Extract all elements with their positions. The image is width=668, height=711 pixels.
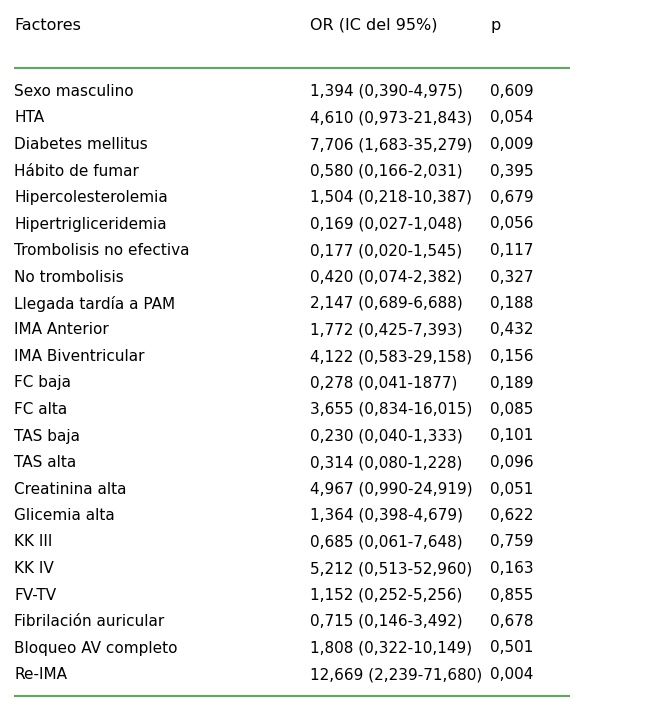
Text: 0,177 (0,020-1,545): 0,177 (0,020-1,545) <box>310 243 462 258</box>
Text: 0,056: 0,056 <box>490 217 534 232</box>
Text: Glicemia alta: Glicemia alta <box>14 508 115 523</box>
Text: 0,004: 0,004 <box>490 667 533 682</box>
Text: 4,122 (0,583-29,158): 4,122 (0,583-29,158) <box>310 349 472 364</box>
Text: 0,189: 0,189 <box>490 375 534 390</box>
Text: 0,051: 0,051 <box>490 481 533 496</box>
Text: p: p <box>490 18 500 33</box>
Text: 0,432: 0,432 <box>490 323 534 338</box>
Text: Re-IMA: Re-IMA <box>14 667 67 682</box>
Text: Factores: Factores <box>14 18 81 33</box>
Text: 0,230 (0,040-1,333): 0,230 (0,040-1,333) <box>310 429 463 444</box>
Text: 0,685 (0,061-7,648): 0,685 (0,061-7,648) <box>310 535 463 550</box>
Text: 1,504 (0,218-10,387): 1,504 (0,218-10,387) <box>310 190 472 205</box>
Text: 1,394 (0,390-4,975): 1,394 (0,390-4,975) <box>310 84 463 99</box>
Text: FC alta: FC alta <box>14 402 67 417</box>
Text: 0,420 (0,074-2,382): 0,420 (0,074-2,382) <box>310 269 462 284</box>
Text: 0,163: 0,163 <box>490 561 534 576</box>
Text: TAS alta: TAS alta <box>14 455 76 470</box>
Text: 1,772 (0,425-7,393): 1,772 (0,425-7,393) <box>310 323 463 338</box>
Text: Llegada tardía a PAM: Llegada tardía a PAM <box>14 296 175 312</box>
Text: 0,054: 0,054 <box>490 110 533 126</box>
Text: Creatinina alta: Creatinina alta <box>14 481 126 496</box>
Text: IMA Biventricular: IMA Biventricular <box>14 349 144 364</box>
Text: 0,156: 0,156 <box>490 349 534 364</box>
Text: Diabetes mellitus: Diabetes mellitus <box>14 137 148 152</box>
Text: 7,706 (1,683-35,279): 7,706 (1,683-35,279) <box>310 137 472 152</box>
Text: IMA Anterior: IMA Anterior <box>14 323 109 338</box>
Text: Sexo masculino: Sexo masculino <box>14 84 134 99</box>
Text: 0,117: 0,117 <box>490 243 533 258</box>
Text: 0,096: 0,096 <box>490 455 534 470</box>
Text: 5,212 (0,513-52,960): 5,212 (0,513-52,960) <box>310 561 472 576</box>
Text: TAS baja: TAS baja <box>14 429 80 444</box>
Text: 3,655 (0,834-16,015): 3,655 (0,834-16,015) <box>310 402 472 417</box>
Text: 0,101: 0,101 <box>490 429 533 444</box>
Text: FV-TV: FV-TV <box>14 587 56 602</box>
Text: Hábito de fumar: Hábito de fumar <box>14 164 139 178</box>
Text: No trombolisis: No trombolisis <box>14 269 124 284</box>
Text: 1,808 (0,322-10,149): 1,808 (0,322-10,149) <box>310 641 472 656</box>
Text: 0,395: 0,395 <box>490 164 534 178</box>
Text: Fibrilación auricular: Fibrilación auricular <box>14 614 164 629</box>
Text: 0,609: 0,609 <box>490 84 534 99</box>
Text: 2,147 (0,689-6,688): 2,147 (0,689-6,688) <box>310 296 463 311</box>
Text: Hipertrigliceridemia: Hipertrigliceridemia <box>14 217 166 232</box>
Text: 0,169 (0,027-1,048): 0,169 (0,027-1,048) <box>310 217 462 232</box>
Text: 1,152 (0,252-5,256): 1,152 (0,252-5,256) <box>310 587 462 602</box>
Text: 0,188: 0,188 <box>490 296 533 311</box>
Text: 0,855: 0,855 <box>490 587 533 602</box>
Text: KK III: KK III <box>14 535 52 550</box>
Text: 4,967 (0,990-24,919): 4,967 (0,990-24,919) <box>310 481 473 496</box>
Text: 0,622: 0,622 <box>490 508 534 523</box>
Text: 0,501: 0,501 <box>490 641 533 656</box>
Text: 0,759: 0,759 <box>490 535 534 550</box>
Text: Hipercolesterolemia: Hipercolesterolemia <box>14 190 168 205</box>
Text: FC baja: FC baja <box>14 375 71 390</box>
Text: HTA: HTA <box>14 110 44 126</box>
Text: Bloqueo AV completo: Bloqueo AV completo <box>14 641 178 656</box>
Text: 0,715 (0,146-3,492): 0,715 (0,146-3,492) <box>310 614 463 629</box>
Text: 1,364 (0,398-4,679): 1,364 (0,398-4,679) <box>310 508 463 523</box>
Text: 0,085: 0,085 <box>490 402 533 417</box>
Text: 0,327: 0,327 <box>490 269 534 284</box>
Text: KK IV: KK IV <box>14 561 53 576</box>
Text: 0,678: 0,678 <box>490 614 534 629</box>
Text: Trombolisis no efectiva: Trombolisis no efectiva <box>14 243 190 258</box>
Text: 4,610 (0,973-21,843): 4,610 (0,973-21,843) <box>310 110 472 126</box>
Text: 0,580 (0,166-2,031): 0,580 (0,166-2,031) <box>310 164 463 178</box>
Text: 0,314 (0,080-1,228): 0,314 (0,080-1,228) <box>310 455 462 470</box>
Text: 0,009: 0,009 <box>490 137 534 152</box>
Text: 0,278 (0,041-1877): 0,278 (0,041-1877) <box>310 375 458 390</box>
Text: OR (IC del 95%): OR (IC del 95%) <box>310 18 438 33</box>
Text: 0,679: 0,679 <box>490 190 534 205</box>
Text: 12,669 (2,239-71,680): 12,669 (2,239-71,680) <box>310 667 482 682</box>
